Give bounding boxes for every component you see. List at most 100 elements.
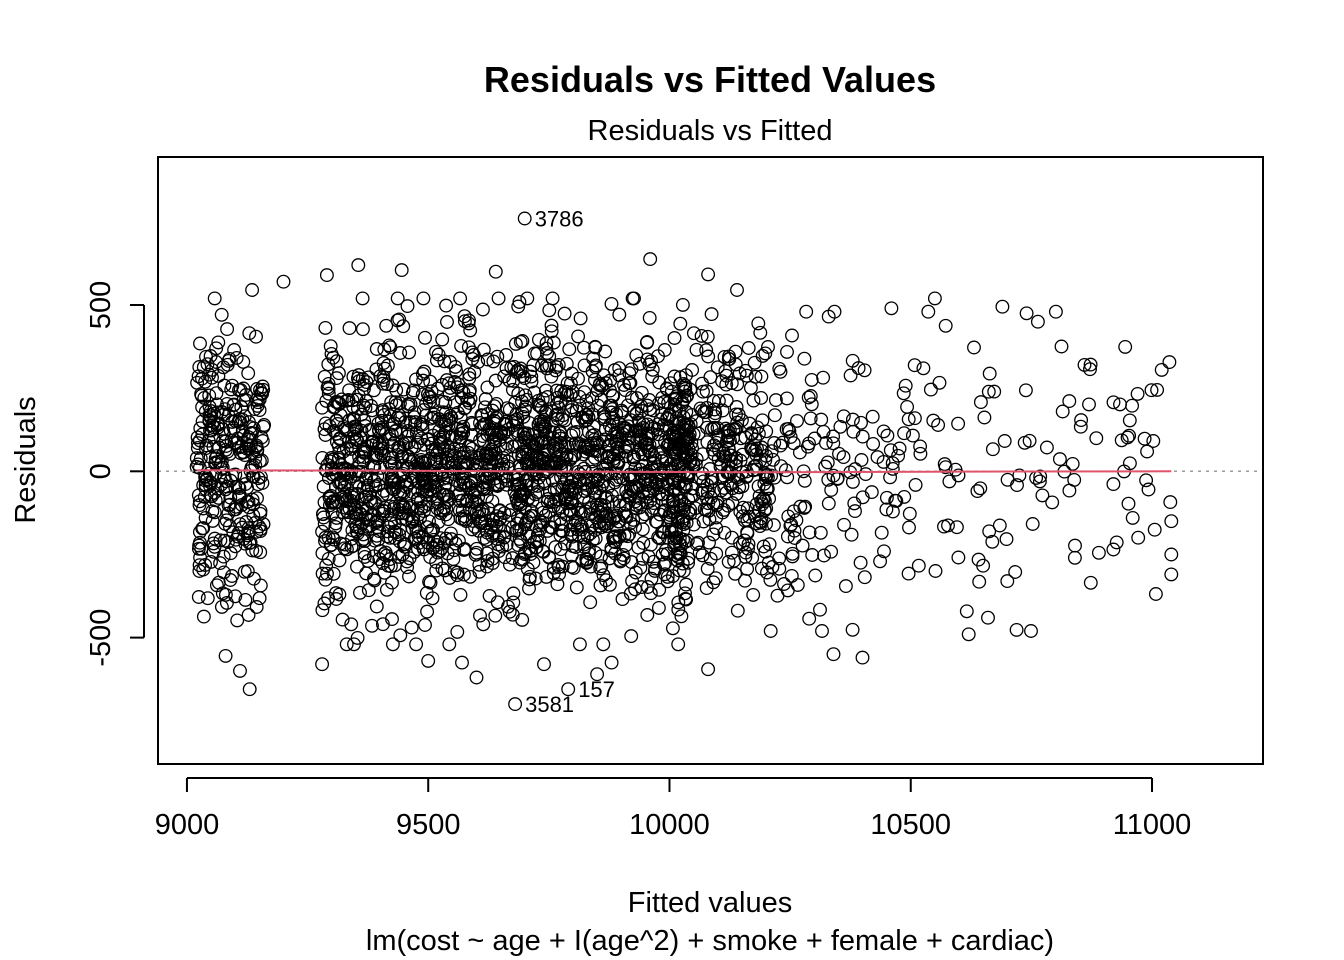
scatter-point [557,386,572,400]
scatter-point [727,553,742,568]
scatter-point [525,428,540,442]
scatter-point [226,397,241,412]
scatter-point [588,360,603,375]
scatter-point [632,356,647,371]
scatter-point [721,498,736,513]
scatter-point [357,549,372,564]
scatter-point [228,539,243,554]
scatter-point [453,430,468,445]
scatter-point [416,291,431,306]
scatter-point [228,499,243,514]
scatter-point [566,561,581,575]
scatter-point [701,267,716,282]
scatter-point [539,341,554,356]
scatter-point [1164,514,1179,529]
y-axis-label: Residuals [10,396,42,523]
scatter-point [916,361,931,376]
scatter-point [995,299,1010,314]
scatter-point [588,340,603,355]
scatter-point [511,538,526,553]
scatter-point [754,390,769,405]
scatter-point [651,600,666,615]
scatter-point [487,414,502,429]
scatter-point [319,268,334,283]
scatter-point [559,460,574,475]
scatter-point [836,409,851,424]
scatter-point [792,445,807,460]
scatter-point [338,501,353,515]
scatter-point [489,396,504,411]
scatter-point [451,421,466,436]
scatter-point [1106,395,1121,410]
scatter-point [858,467,873,482]
x-tick-label: 10500 [870,809,951,841]
scatter-point [932,375,947,390]
scatter-point [350,559,364,574]
scatter-point [461,445,476,460]
scatter-point [475,302,490,317]
smooth-trend-line [196,469,1172,474]
scatter-point [942,474,957,489]
scatter-point [515,612,530,627]
scatter-point [234,439,249,454]
scatter-point [375,617,390,632]
scatter-point [190,440,205,455]
scatter-point [191,590,206,604]
scatter-point [646,554,661,569]
scatter-point [367,460,382,475]
scatter-point [317,596,332,611]
scatter-point [865,409,880,424]
scatter-point [220,479,235,494]
scatter-point [679,515,694,530]
scatter-point [618,509,633,524]
scatter-point [393,628,408,643]
scatter-point [880,428,895,443]
scatter-point [900,399,915,414]
scatter-point [670,553,685,568]
scatter-point [1118,339,1133,354]
scatter-point [405,515,420,530]
scatter-point [227,502,242,517]
scatter-point [808,568,823,583]
scatter-point [430,475,444,490]
scatter-point [624,390,639,405]
scatter-point [392,440,407,455]
scatter-point [751,479,766,494]
scatter-point [464,449,479,464]
scatter-point [208,467,223,481]
scatter-point [453,587,468,602]
scatter-point [392,312,407,327]
scatter-point [639,335,654,350]
scatter-point [660,546,675,561]
scatter-point [803,411,818,426]
scatter-point [360,439,375,454]
scatter-point [562,479,577,494]
scatter-point [982,524,997,539]
scatter-point [241,608,256,622]
scatter-point [913,439,928,454]
scatter-point [938,318,953,333]
scatter-point [973,481,988,496]
scatter-point [540,523,555,538]
scatter-point [409,637,424,652]
scatter-point [488,608,503,623]
scatter-point [358,419,373,433]
scatter-point [1089,431,1104,446]
scatter-point [544,324,559,339]
scatter-point [847,496,862,511]
scatter-point [911,558,926,573]
scatter-point [659,421,674,436]
scatter-point [921,304,936,319]
scatter-point [663,513,678,528]
scatter-point [577,358,592,373]
scatter-point [711,393,726,408]
scatter-point [254,430,269,445]
scatter-point [527,385,542,400]
scatter-point [468,519,482,534]
scatter-point [451,533,466,548]
scatter-point [447,543,462,558]
scatter-point [610,444,625,459]
scatter-point [490,349,505,364]
scatter-point [699,343,714,358]
scatter-point [772,361,787,376]
